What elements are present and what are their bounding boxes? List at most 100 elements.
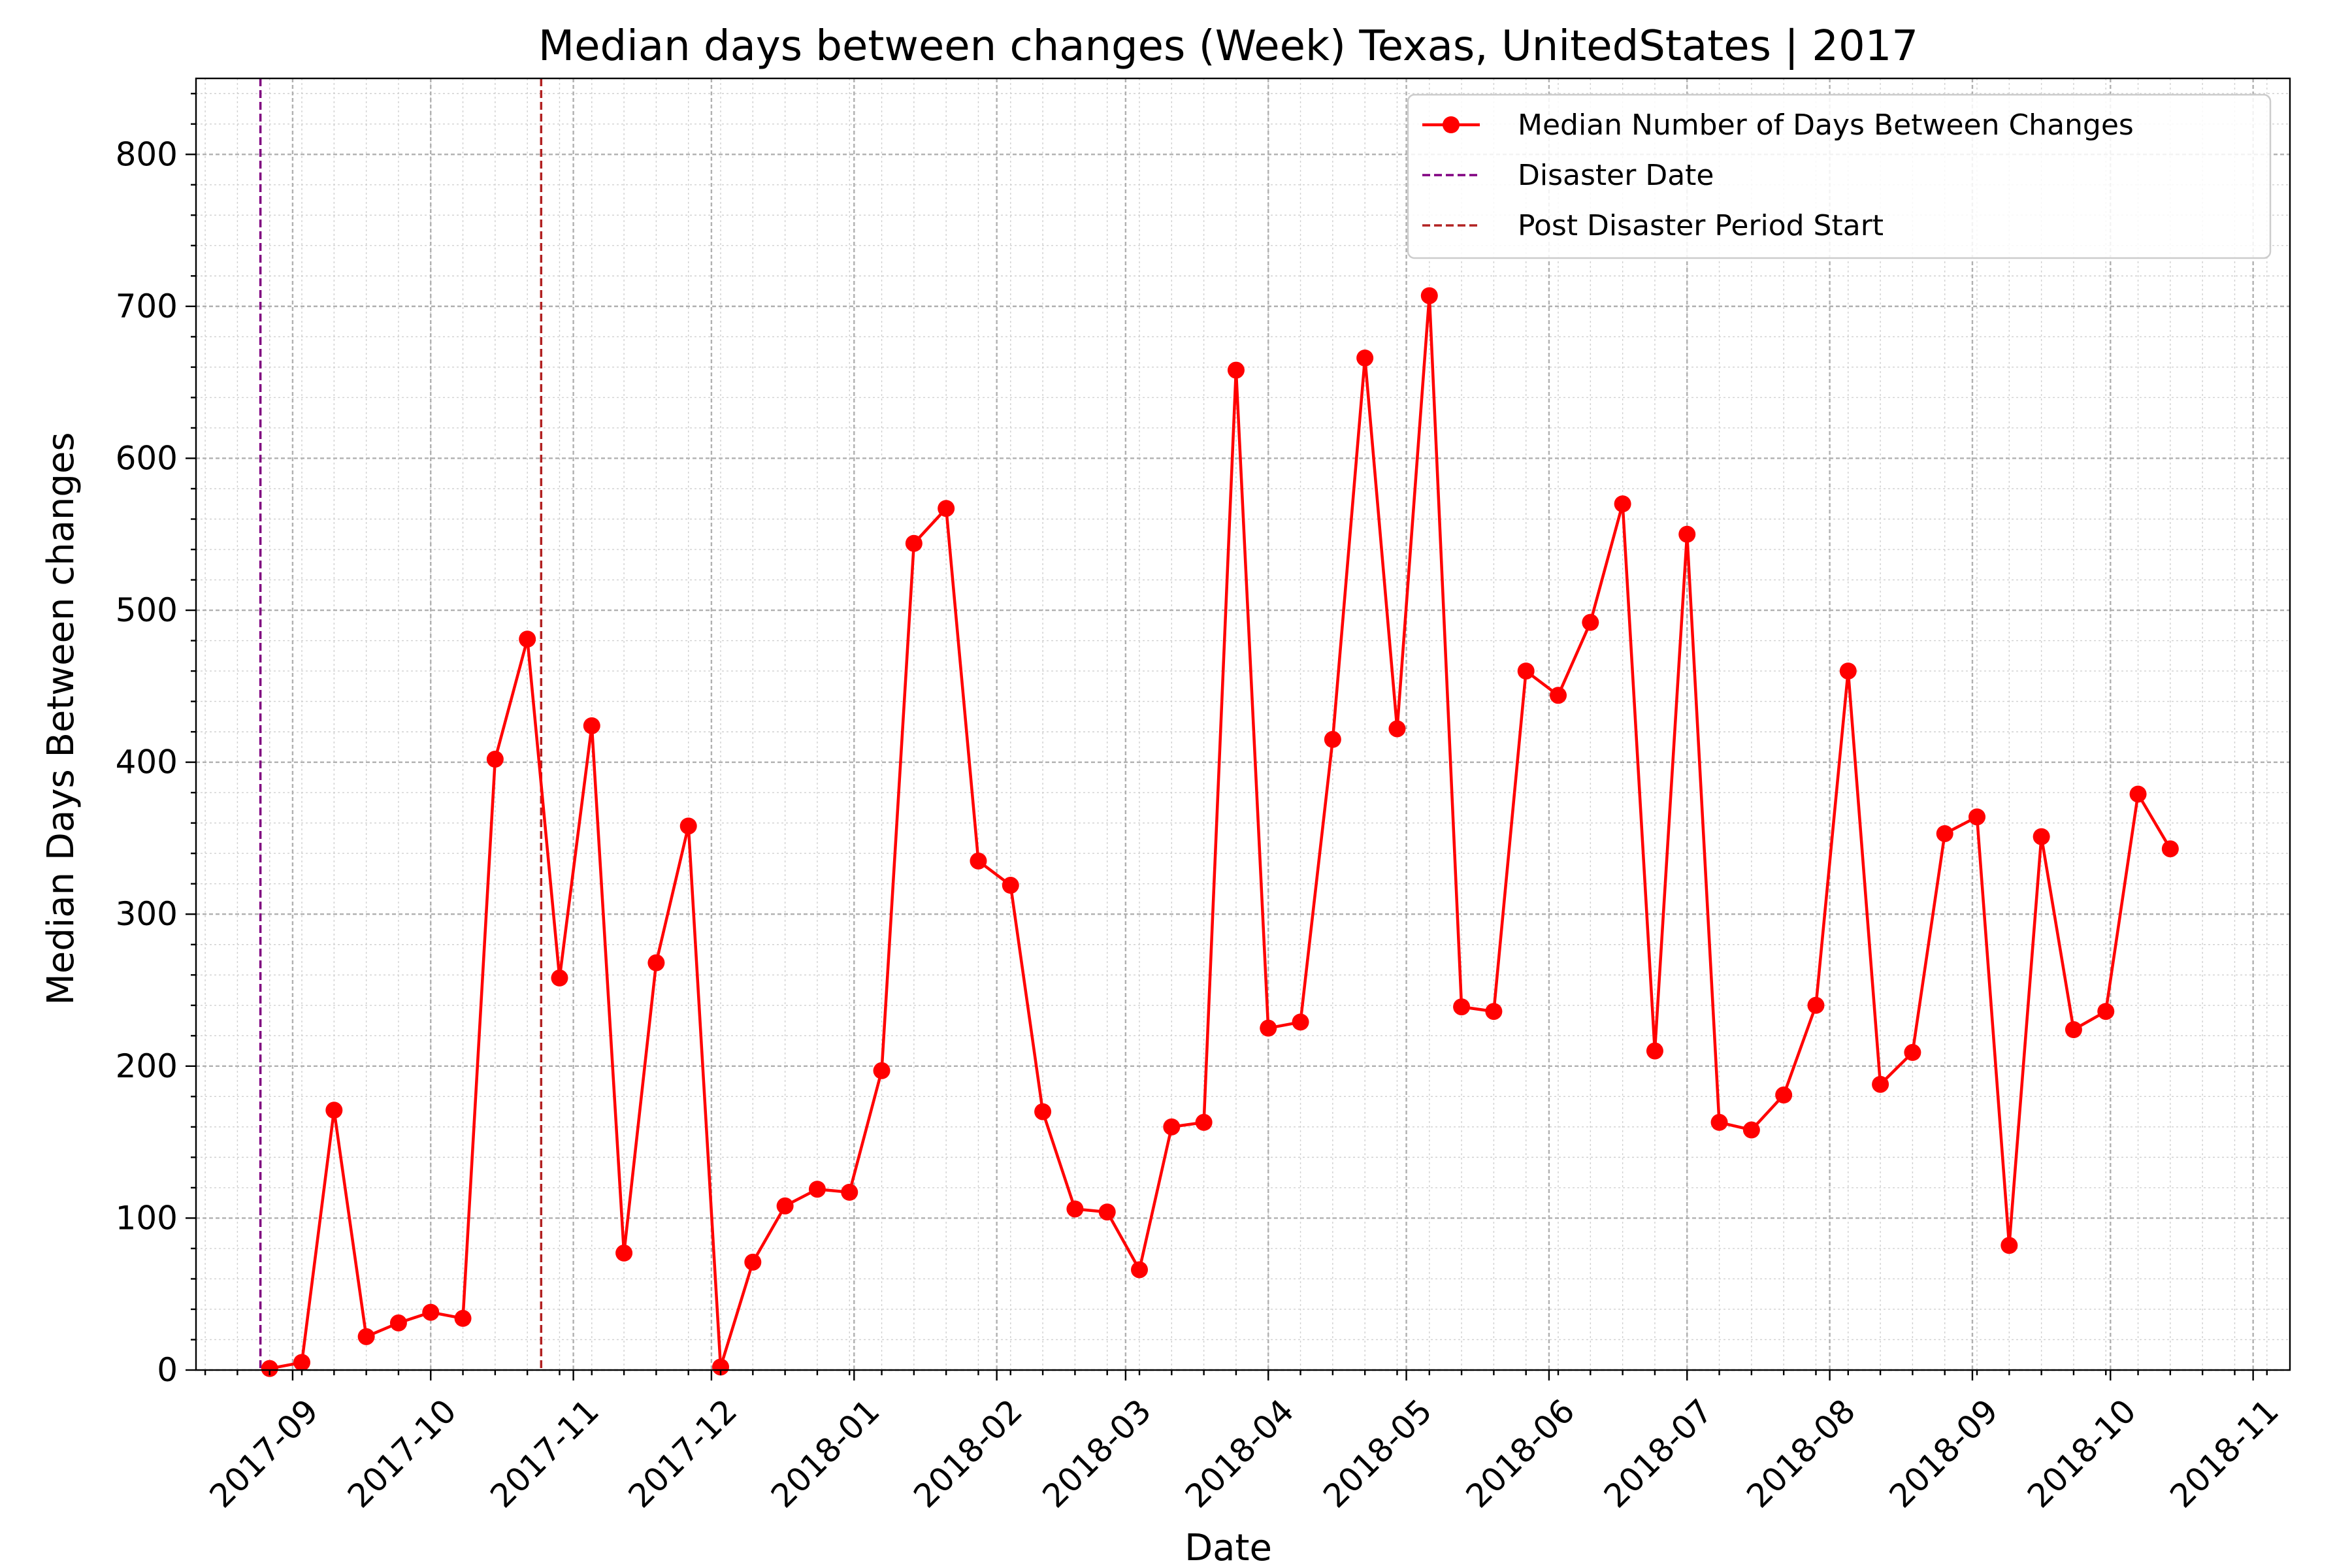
legend-box [1407,93,2272,259]
data-point [1710,1113,1728,1131]
data-point [744,1253,762,1271]
data-point [1388,720,1406,738]
data-point [1453,998,1471,1016]
data-point [1839,662,1857,680]
data-point [1614,495,1631,513]
x-tick-label: 2018-08 [1739,1392,1863,1515]
data-point [2001,1237,2018,1254]
data-point [389,1314,407,1331]
legend-item-post: Post Disaster Period Start [1422,209,1884,242]
data-point [1195,1113,1213,1131]
legend-item-disaster: Disaster Date [1422,159,1714,192]
data-point [2097,1003,2115,1021]
y-tick-label: 800 [116,135,178,173]
data-point [841,1183,858,1201]
data-point [454,1309,472,1327]
data-point [1002,877,1019,894]
data-point [2033,828,2050,845]
data-point [1775,1086,1793,1104]
x-tick-label: 2017-09 [203,1392,326,1515]
data-point [1324,730,1341,748]
data-point [486,750,504,768]
x-tick-label: 2018-09 [1882,1392,2006,1515]
data-point [2161,840,2179,858]
data-point [712,1358,730,1376]
data-point [1131,1261,1149,1279]
data-point [2065,1021,2082,1039]
data-series [261,287,2179,1377]
data-point [808,1181,826,1198]
x-tick-label: 2018-05 [1316,1392,1439,1515]
data-point [583,717,600,734]
x-tick-label: 2018-11 [2163,1392,2286,1515]
data-point [1163,1118,1181,1135]
x-tick-label: 2017-12 [621,1392,745,1515]
data-point [293,1354,311,1371]
legend-item-series: Median Number of Days Between Changes [1422,108,2134,142]
data-point [938,500,955,517]
x-tick-label: 2018-02 [906,1392,1030,1515]
data-point [1968,808,1986,826]
data-point [519,630,536,648]
grid [196,78,2290,1371]
data-point [1292,1013,1309,1031]
data-point [2129,785,2147,803]
x-axis-label: Date [1184,1527,1272,1568]
data-point [615,1244,633,1262]
data-point [1517,662,1535,680]
data-point [551,969,568,987]
data-point [422,1303,440,1321]
x-tick-label: 2018-04 [1178,1392,1301,1515]
data-point [1678,525,1696,543]
reference-lines [259,78,543,1370]
data-point [357,1328,375,1345]
x-tick-label: 2018-10 [2020,1392,2144,1515]
data-point [1807,996,1825,1014]
data-point [261,1360,278,1377]
data-point [1742,1121,1760,1139]
y-tick-label: 100 [116,1199,178,1237]
data-point [647,954,665,972]
data-point [970,852,987,870]
data-point [1936,825,1953,842]
data-point [1582,613,1599,631]
x-tick-label: 2018-07 [1597,1392,1720,1515]
legend-label: Post Disaster Period Start [1518,209,1884,242]
data-point [1034,1103,1052,1120]
data-point [1485,1003,1503,1021]
data-point [905,534,923,552]
x-tick-label: 2018-01 [764,1392,887,1515]
legend-marker [1443,116,1460,133]
data-point [776,1197,794,1215]
y-tick-label: 400 [116,743,178,781]
series-line [269,294,2172,1370]
data-point [1098,1203,1116,1221]
chart-title: Median days between changes (Week) Texas… [538,22,1918,71]
plot-frame [195,77,2291,1371]
y-axis-label: Median Days Between changes [40,432,82,1005]
legend-label: Disaster Date [1518,159,1714,192]
legend: Median Number of Days Between Changes Dis… [1407,93,2272,259]
data-point [1420,287,1438,304]
data-point [1872,1075,1889,1093]
data-point [1550,687,1567,704]
data-point [1227,361,1245,379]
legend-label: Median Number of Days Between Changes [1518,108,2134,142]
x-tick-label: 2017-11 [483,1392,606,1515]
y-tick-label: 200 [116,1047,178,1085]
y-tick-label: 500 [116,591,178,629]
data-point [1066,1200,1084,1218]
x-tick-label: 2018-03 [1036,1392,1159,1515]
data-point [1646,1042,1663,1060]
data-point [1904,1043,1921,1061]
data-point [679,817,697,835]
data-point [1260,1019,1277,1037]
x-tick-label: 2017-10 [340,1392,464,1515]
data-point [325,1102,343,1119]
x-tick-label: 2018-06 [1459,1392,1582,1515]
y-tick-label: 700 [116,287,178,325]
y-tick-label: 600 [116,439,178,477]
data-point [873,1062,890,1079]
